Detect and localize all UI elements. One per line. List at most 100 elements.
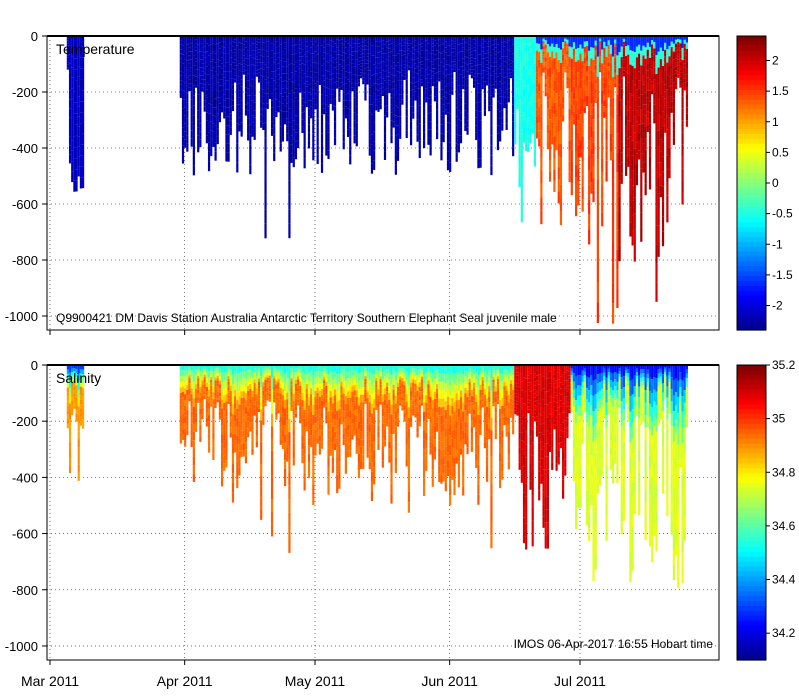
profile-segment xyxy=(414,82,417,87)
profile-segment xyxy=(475,125,478,133)
profile-segment xyxy=(488,78,491,85)
profile-segment xyxy=(562,84,565,92)
profile-segment xyxy=(307,36,311,45)
profile-segment xyxy=(383,53,387,63)
profile-segment xyxy=(422,100,426,109)
profile-segment xyxy=(618,180,621,197)
profile-segment xyxy=(325,129,328,139)
profile-segment xyxy=(431,82,434,87)
profile-segment xyxy=(351,55,354,60)
profile-segment xyxy=(459,112,463,121)
profile-segment xyxy=(373,373,376,383)
profile-segment xyxy=(268,388,271,392)
profile-segment xyxy=(225,372,228,380)
profile-segment xyxy=(227,398,230,402)
profile-segment xyxy=(229,411,232,417)
profile-segment xyxy=(205,36,208,44)
profile-segment xyxy=(316,72,319,82)
profile-segment xyxy=(305,86,308,92)
profile-segment xyxy=(255,47,258,51)
profile-segment xyxy=(583,101,586,108)
profile-segment xyxy=(314,93,317,99)
profile-segment xyxy=(79,421,83,426)
profile-segment xyxy=(370,452,374,463)
profile-segment xyxy=(553,180,556,192)
y-tick-label: -600 xyxy=(12,197,38,212)
profile-segment xyxy=(305,379,308,384)
profile-segment xyxy=(481,39,484,44)
profile-segment xyxy=(231,423,235,434)
profile-segment xyxy=(575,164,578,178)
profile-segment xyxy=(555,101,558,110)
profile-segment xyxy=(364,395,367,399)
profile-segment xyxy=(496,84,500,94)
profile-segment xyxy=(273,36,276,45)
profile-segment xyxy=(320,376,324,383)
profile-segment xyxy=(440,151,443,161)
profile-segment xyxy=(381,365,384,373)
profile-segment xyxy=(633,52,636,69)
profile-segment xyxy=(651,77,654,82)
profile-segment xyxy=(325,95,328,105)
profile-segment xyxy=(542,51,545,55)
profile-segment xyxy=(453,61,456,65)
profile-segment xyxy=(442,51,445,59)
profile-segment xyxy=(594,40,597,46)
profile-segment xyxy=(297,52,300,61)
profile-segment xyxy=(218,407,222,412)
profile-segment xyxy=(286,420,289,428)
profile-segment xyxy=(216,388,219,392)
profile-segment xyxy=(199,139,202,148)
profile-segment xyxy=(79,373,83,379)
profile-segment xyxy=(386,100,389,106)
profile-segment xyxy=(377,46,380,53)
profile-segment xyxy=(66,67,69,70)
profile-segment xyxy=(192,135,195,146)
profile-segment xyxy=(388,40,391,45)
profile-segment xyxy=(401,65,404,71)
profile-segment xyxy=(364,72,367,78)
profile-segment xyxy=(559,90,563,104)
profile-segment xyxy=(238,76,241,84)
profile-segment xyxy=(646,118,649,126)
profile-segment xyxy=(555,117,558,126)
profile-segment xyxy=(192,65,195,76)
profile-segment xyxy=(312,424,315,435)
profile-segment xyxy=(283,36,287,43)
profile-segment xyxy=(297,76,300,85)
profile-segment xyxy=(490,45,493,56)
profile-segment xyxy=(333,121,337,130)
profile-segment xyxy=(392,88,395,95)
profile-segment xyxy=(77,439,80,448)
profile-segment xyxy=(409,137,413,146)
profile-segment xyxy=(207,396,211,403)
profile-segment xyxy=(392,62,395,69)
profile-segment xyxy=(336,69,339,74)
profile-segment xyxy=(225,80,228,90)
profile-segment xyxy=(194,417,198,423)
profile-segment xyxy=(323,63,326,70)
profile-segment xyxy=(505,123,508,130)
profile-segment xyxy=(71,150,74,162)
profile-segment xyxy=(71,397,74,401)
profile-segment xyxy=(409,82,413,91)
colorbar-tick-label: 0.5 xyxy=(772,145,789,159)
profile-segment xyxy=(329,74,332,80)
profile-segment xyxy=(244,70,248,76)
profile-segment xyxy=(212,131,215,140)
profile-segment xyxy=(522,112,526,120)
profile-segment xyxy=(501,76,504,84)
profile-segment xyxy=(383,417,387,424)
profile-segment xyxy=(394,105,397,116)
profile-segment xyxy=(670,74,673,80)
profile-segment xyxy=(279,427,282,434)
profile-segment xyxy=(475,73,478,81)
profile-segment xyxy=(251,129,254,137)
profile-segment xyxy=(264,373,267,377)
profile-segment xyxy=(592,107,595,120)
profile-segment xyxy=(412,71,415,78)
profile-segment xyxy=(338,36,341,41)
profile-segment xyxy=(212,453,215,460)
profile-segment xyxy=(370,471,374,482)
profile-segment xyxy=(377,413,380,420)
